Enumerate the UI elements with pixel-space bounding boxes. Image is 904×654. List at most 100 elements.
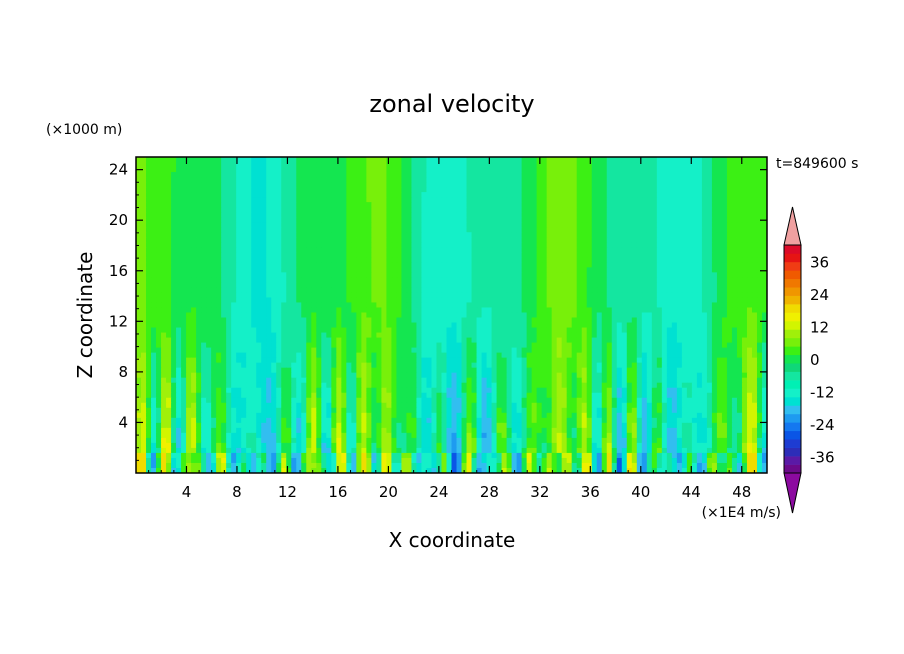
field-cell (661, 262, 668, 268)
field-cell (411, 217, 418, 223)
field-cell (461, 197, 468, 203)
field-cell (216, 312, 222, 319)
field-cell (526, 202, 533, 208)
field-cell (236, 272, 242, 278)
field-cell (326, 322, 332, 329)
field-cell (186, 342, 192, 349)
field-cell (336, 307, 342, 314)
field-cell (631, 232, 638, 238)
field-cell (381, 317, 387, 324)
field-cell (276, 272, 282, 278)
field-cell (146, 202, 152, 208)
field-cell (576, 197, 583, 203)
field-cell (661, 197, 668, 203)
field-cell (496, 162, 503, 168)
field-cell (191, 292, 197, 299)
field-cell (441, 307, 448, 314)
field-cell (391, 157, 398, 163)
field-cell (226, 272, 232, 278)
field-cell (381, 172, 387, 178)
field-cell (266, 322, 272, 329)
field-cell (681, 287, 688, 294)
field-cell (331, 237, 337, 243)
field-cell (491, 207, 498, 213)
field-cell (461, 227, 468, 233)
field-cell (311, 342, 317, 349)
field-cell (466, 207, 473, 213)
field-cell (311, 202, 317, 208)
field-cell (636, 157, 643, 163)
field-cell (731, 172, 738, 178)
field-cell (491, 232, 498, 238)
field-cell (346, 297, 352, 304)
field-cell (736, 232, 743, 238)
field-cell (616, 192, 623, 198)
field-cell (566, 177, 573, 183)
field-cell (271, 332, 277, 339)
field-cell (696, 292, 703, 299)
field-cell (241, 187, 247, 193)
field-cell (156, 217, 162, 223)
field-cell (356, 157, 362, 163)
field-cell (231, 322, 237, 329)
field-cell (731, 297, 738, 304)
field-cell (416, 347, 423, 354)
field-cell (356, 167, 362, 173)
field-cell (706, 162, 713, 168)
field-cell (406, 282, 413, 289)
field-cell (706, 212, 713, 218)
field-cell (401, 322, 408, 329)
field-cell (461, 222, 468, 228)
field-cell (651, 227, 658, 233)
field-cell (651, 317, 658, 324)
field-cell (356, 227, 362, 233)
field-cell (431, 192, 438, 198)
field-cell (756, 177, 763, 183)
field-cell (411, 317, 418, 324)
field-cell (226, 262, 232, 268)
field-cell (481, 172, 488, 178)
field-cell (171, 352, 177, 359)
field-cell (636, 317, 643, 324)
field-cell (136, 197, 142, 203)
field-cell (376, 207, 382, 213)
field-cell (186, 282, 192, 289)
field-cell (211, 317, 217, 324)
field-cell (716, 312, 723, 319)
field-cell (401, 172, 408, 178)
field-cell (486, 192, 493, 198)
field-cell (721, 217, 728, 223)
field-cell (661, 247, 668, 253)
field-cell (521, 332, 528, 339)
field-cell (611, 192, 618, 198)
field-cell (681, 292, 688, 299)
field-cell (416, 162, 423, 168)
field-cell (191, 222, 197, 228)
field-cell (501, 182, 508, 188)
field-cell (196, 292, 202, 299)
field-cell (531, 257, 538, 263)
field-cell (236, 212, 242, 218)
field-cell (211, 242, 217, 248)
field-cell (361, 332, 367, 339)
field-cell (726, 292, 733, 299)
field-cell (386, 317, 393, 324)
field-cell (671, 247, 678, 253)
field-cell (281, 287, 287, 294)
field-cell (216, 347, 222, 354)
field-cell (371, 222, 377, 228)
field-cell (571, 222, 578, 228)
y-units-label: (×1000 m) (46, 122, 122, 138)
field-cell (761, 252, 767, 258)
field-cell (711, 222, 718, 228)
field-cell (271, 232, 277, 238)
field-cell (541, 182, 548, 188)
field-cell (171, 232, 177, 238)
field-cell (631, 327, 638, 334)
field-cell (556, 247, 563, 253)
field-cell (296, 332, 302, 339)
field-cell (166, 237, 172, 243)
field-cell (531, 347, 538, 354)
field-cell (751, 287, 758, 294)
field-cell (136, 312, 142, 319)
